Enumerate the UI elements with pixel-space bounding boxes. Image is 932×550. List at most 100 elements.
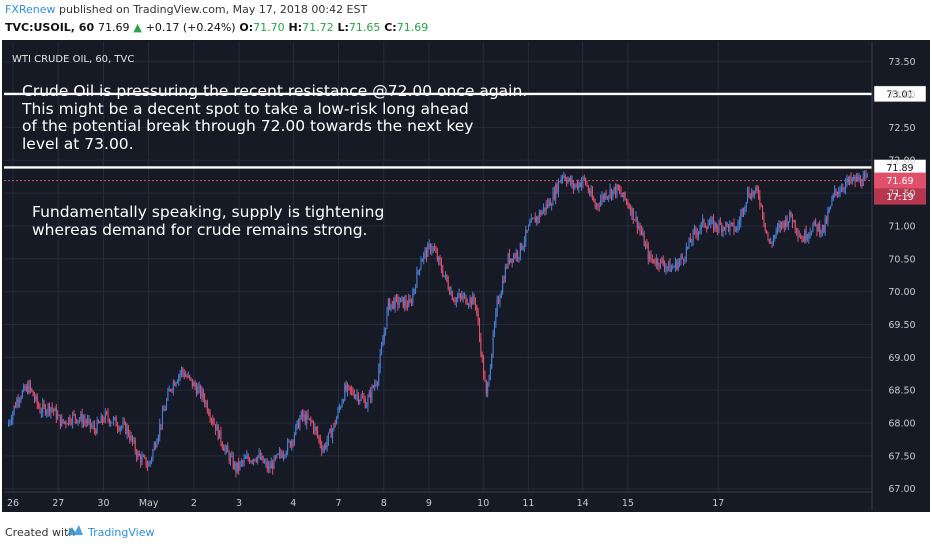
candle-body	[825, 218, 828, 222]
candle-body	[151, 458, 153, 462]
candle-body	[96, 420, 98, 434]
candle-body	[254, 458, 256, 461]
candle-body	[619, 189, 621, 191]
candle-body	[340, 406, 342, 408]
candle-body	[669, 261, 671, 272]
candle-body	[545, 204, 547, 211]
candle-body	[38, 404, 40, 408]
candle-body	[651, 258, 653, 260]
time-tick-label: 30	[97, 498, 109, 509]
candle-body	[406, 305, 408, 307]
candle-body	[31, 388, 33, 391]
candle-body	[762, 205, 764, 218]
candle-body	[68, 417, 70, 425]
candle-body	[544, 207, 546, 211]
candle-body	[673, 266, 675, 268]
candle-body	[661, 258, 663, 260]
candle-body	[483, 357, 485, 376]
candle-body	[717, 228, 719, 230]
candle-body	[542, 207, 544, 212]
candle-body	[171, 389, 173, 391]
created-with-text: Created with	[5, 526, 76, 539]
candle-body	[496, 299, 498, 312]
candle-body	[217, 425, 219, 439]
candle-body	[382, 340, 384, 347]
candle-body	[801, 238, 803, 240]
candle-body	[455, 298, 457, 302]
candle-body	[255, 460, 257, 462]
price-tick-label: 71.50	[888, 189, 915, 200]
candle-body	[572, 181, 574, 189]
candle-body	[566, 179, 568, 183]
candle-body	[137, 452, 139, 458]
candle-body	[617, 184, 619, 190]
candle-body	[835, 189, 837, 192]
time-tick-label: 4	[290, 498, 296, 509]
candle-body	[58, 414, 60, 416]
candle-body	[93, 425, 95, 431]
candle-body	[73, 413, 75, 415]
candle-body	[517, 252, 519, 258]
candle-body	[514, 255, 516, 258]
candle-body	[409, 299, 411, 302]
candle-body	[521, 243, 523, 250]
candle-body	[189, 375, 191, 378]
candle-body	[317, 430, 319, 437]
candle-body	[51, 407, 53, 410]
resistance-73-price-tag	[873, 85, 927, 103]
candle-body	[561, 176, 564, 179]
candle-body	[272, 463, 274, 469]
candle-body	[253, 458, 255, 462]
candle-body	[228, 452, 230, 462]
candle-body	[689, 238, 691, 243]
open-label: O:	[239, 21, 254, 34]
candle-body	[570, 177, 572, 184]
candle-body	[610, 189, 613, 198]
candle-body	[212, 419, 214, 423]
candle-body	[57, 414, 59, 419]
candle-body	[372, 386, 374, 388]
candle-body	[623, 192, 625, 197]
tradingview-link[interactable]: TradingView	[88, 526, 155, 539]
candle-body	[330, 429, 332, 438]
candle-body	[180, 368, 183, 373]
candle-body	[551, 205, 553, 207]
candle-body	[711, 219, 713, 221]
candle-body	[263, 462, 266, 464]
candle-body	[538, 212, 540, 219]
candle-body	[91, 426, 93, 428]
candle-body	[84, 419, 86, 422]
candle-body	[108, 419, 110, 424]
candle-body	[813, 220, 815, 225]
candle-body	[442, 270, 444, 277]
candle-body	[346, 385, 349, 391]
candle-body	[794, 220, 796, 230]
candle-body	[345, 384, 347, 391]
candle-body	[817, 224, 819, 232]
candle-body	[729, 223, 731, 231]
candle-body	[839, 191, 841, 193]
candle-body	[634, 219, 636, 221]
chart-panel[interactable]: 73.01 71.89 71.69 17:19 67.00 67.50 68.00 68.5…	[2, 40, 930, 512]
candle-body	[586, 184, 588, 187]
candle-body	[677, 262, 679, 270]
candle-body	[100, 415, 102, 423]
candle-body	[790, 212, 792, 217]
candle-body	[95, 430, 97, 434]
author-link[interactable]: FXRenew	[5, 3, 56, 16]
candle-body	[370, 392, 372, 399]
candle-body	[395, 297, 398, 298]
price-chart[interactable]: 73.01 71.89 71.69 17:19 67.00 67.50 68.00 68.5…	[2, 40, 930, 512]
candle-body	[242, 461, 244, 463]
candle-body	[751, 191, 753, 199]
candle-body	[722, 227, 724, 232]
candle-body	[329, 429, 331, 433]
candle-body	[193, 382, 195, 387]
candle-body	[13, 405, 15, 413]
candle-body	[713, 219, 715, 230]
candle-body	[747, 190, 749, 203]
candle-body	[321, 445, 323, 451]
candle-body	[719, 222, 721, 225]
candle-body	[477, 313, 479, 323]
candle-body	[246, 455, 248, 459]
